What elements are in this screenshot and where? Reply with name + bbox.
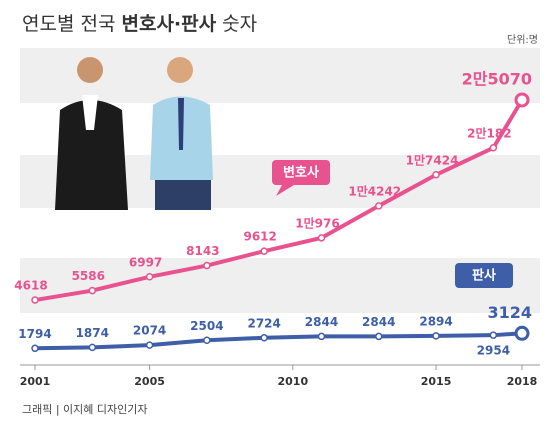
illustration [55,57,213,210]
value-label: 9612 [243,230,276,244]
band [20,48,540,103]
x-tick-label: 2005 [134,375,165,388]
legend-label: 판사 [472,268,496,284]
source: 그래픽 | 이지혜 디자인기자 [22,403,148,416]
point [31,296,39,304]
point [260,334,268,342]
value-label: 2844 [362,315,395,329]
value-label: 2만5070 [462,69,532,88]
legend-label: 변호사 [283,165,319,181]
point [145,273,154,281]
point [489,144,498,152]
x-tick-label: 2010 [278,375,309,388]
point [375,332,383,341]
point [145,341,154,349]
value-label: 2954 [477,344,510,358]
point [432,171,440,179]
point [375,202,383,210]
point [203,336,211,345]
point [88,286,97,295]
value-label: 1794 [18,327,51,341]
point [317,332,326,341]
point [432,332,440,340]
value-label: 1만4242 [348,183,401,198]
legend-box [272,160,330,185]
value-label: 2724 [247,316,280,330]
point [514,92,530,108]
value-label: 1만7424 [406,152,459,167]
value-label: 3124 [487,303,532,322]
point [203,261,211,270]
title-part: 연도별 전국 [22,13,121,35]
title-part: 숫자 [216,13,257,35]
value-label: 8143 [186,244,219,258]
unit: 단위:명 [507,33,538,46]
point [88,343,97,352]
x-tick-label: 2018 [507,375,538,388]
value-label: 2504 [190,319,223,333]
series-line [34,331,523,351]
value-label: 2844 [305,315,338,329]
value-label: 4618 [14,279,47,293]
value-label: 2만182 [467,125,511,140]
point [260,247,268,255]
legend-tail [276,185,294,196]
x-tick-label: 2015 [421,375,452,388]
chart-title: 연도별 전국 변호사·판사 숫자 [22,13,257,35]
value-label: 1만976 [295,215,339,230]
value-label: 6997 [129,255,162,269]
value-label: 1874 [76,326,109,340]
title-part: 변호사·판사 [121,13,216,35]
series-line [34,98,524,303]
point [31,344,39,353]
point [514,325,530,341]
legend-box [455,263,513,288]
x-tick-label: 2001 [20,375,51,388]
point [489,331,498,339]
value-label: 2074 [133,324,166,338]
value-label: 5586 [72,269,105,283]
value-label: 2894 [419,314,452,328]
point [317,234,326,242]
